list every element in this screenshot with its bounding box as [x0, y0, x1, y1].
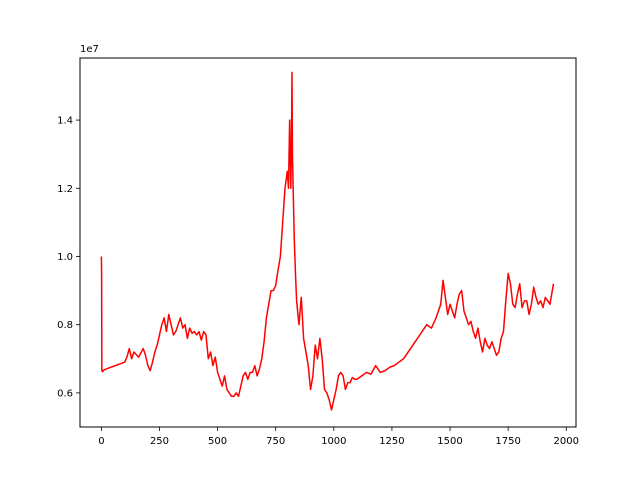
y-tick-label: 0.6 [57, 388, 73, 399]
x-tick-label: 250 [150, 436, 169, 447]
x-tick-label: 2000 [554, 436, 579, 447]
x-tick-label: 0 [98, 436, 104, 447]
x-tick-label: 1250 [379, 436, 404, 447]
plot-frame [79, 57, 577, 428]
plot-area [100, 71, 555, 411]
y-tick-label: 0.8 [57, 320, 73, 331]
x-tick-label: 1750 [495, 436, 520, 447]
x-axis: 0 250 500 750 1000 1250 1500 1750 2000 [98, 427, 579, 447]
x-tick-label: 1500 [437, 436, 462, 447]
x-tick-label: 750 [266, 436, 285, 447]
series-line-0 [100, 71, 555, 411]
y-tick-label: 1.2 [57, 184, 73, 195]
y-axis-offset-label: 1e7 [80, 44, 99, 55]
x-tick-label: 500 [208, 436, 227, 447]
x-tick-label: 1000 [321, 436, 346, 447]
y-axis: 0.6 0.8 1.0 1.2 1.4 [57, 116, 80, 399]
y-tick-label: 1.4 [57, 116, 73, 127]
y-tick-label: 1.0 [57, 252, 73, 263]
